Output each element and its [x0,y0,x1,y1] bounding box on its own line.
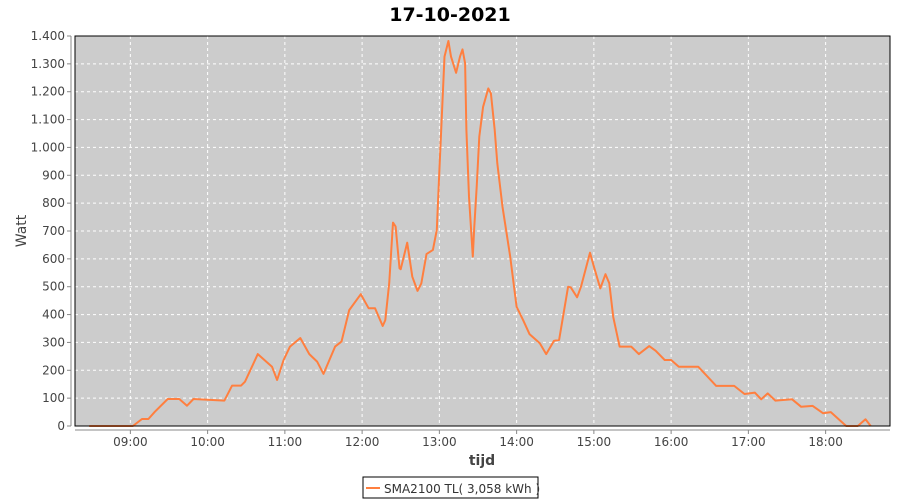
x-tick-label: 09:00 [113,435,148,449]
x-axis: 09:00 10:00 11:00 12:00 13:00 14:00 15:00 16:00… [75,429,890,449]
y-tick-label: 1.100 [31,113,65,127]
y-tick-label: 900 [42,168,65,182]
y-tick-label: 1.200 [31,85,65,99]
x-tick-label: 16:00 [654,435,689,449]
y-tick-label: 0 [57,419,65,433]
plot-border [74,35,891,427]
x-tick-label: 15:00 [577,435,612,449]
y-tick-label: 100 [42,391,65,405]
x-tick-label: 17:00 [731,435,766,449]
x-tick-label: 18:00 [808,435,843,449]
y-tick-label: 1.400 [31,29,65,43]
y-axis-label: Watt [14,214,30,247]
y-tick-label: 800 [42,196,65,210]
legend-label: SMA2100 TL( 3,058 kWh ) [384,482,540,496]
y-tick-label: 1.000 [31,140,65,154]
y-tick-label: 500 [42,280,65,294]
chart-title: 17-10-2021 [389,4,511,26]
legend-box [362,476,539,499]
x-axis-label: tijd [469,453,495,469]
y-tick-label: 600 [42,252,65,266]
y-tick-label: 1.300 [31,57,65,71]
legend: SMA2100 TL( 3,058 kWh ) [362,476,540,499]
y-tick-label: 300 [42,335,65,349]
y-tick-label: 400 [42,308,65,322]
series-line-sma2100 [89,40,872,427]
y-tick-label: 700 [42,224,65,238]
y-axis: 0 100 200 300 400 500 600 700 800 900 1.000 1.100 1.… [31,29,72,433]
x-tick-label: 13:00 [422,435,457,449]
x-tick-label: 12:00 [345,435,380,449]
x-tick-label: 10:00 [190,435,225,449]
x-tick-label: 14:00 [499,435,534,449]
x-tick-label: 11:00 [268,435,303,449]
y-tick-label: 200 [42,363,65,377]
